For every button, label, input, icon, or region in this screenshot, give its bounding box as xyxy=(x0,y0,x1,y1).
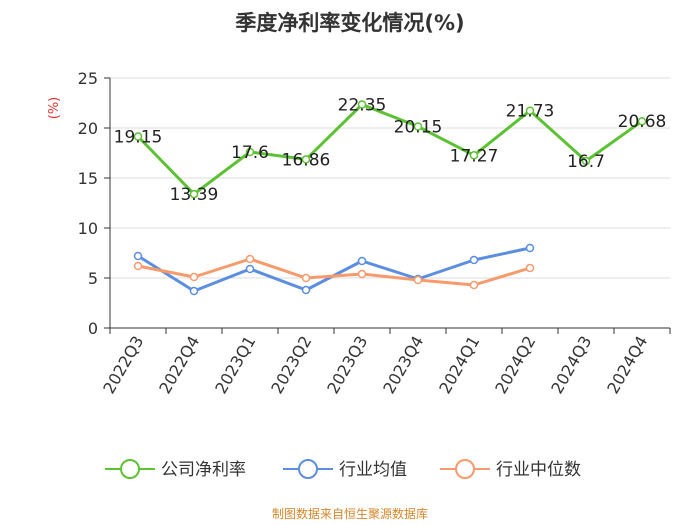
x-tick-label: 2022Q3 xyxy=(99,333,147,397)
legend-swatch-marker xyxy=(298,459,318,479)
data-point xyxy=(413,122,423,131)
legend-label: 公司净利率 xyxy=(161,460,246,480)
data-point xyxy=(301,155,311,164)
x-tick-label: 2023Q1 xyxy=(211,333,259,397)
data-point xyxy=(469,151,479,160)
x-tick-label: 2024Q4 xyxy=(603,333,651,397)
data-point xyxy=(581,156,591,166)
data-label: 16.86 xyxy=(282,150,331,170)
x-tick-label: 2023Q3 xyxy=(323,333,371,397)
data-point xyxy=(133,132,143,141)
axis-layer: 0 5 10 15 20 25 2022Q3 2022Q4 2023Q1 2023Q2 2023Q3… xyxy=(78,69,671,397)
data-point xyxy=(469,280,479,290)
data-label: 17.27 xyxy=(450,146,499,166)
data-point xyxy=(469,255,479,265)
legend-label: 行业均值 xyxy=(339,460,407,480)
y-tick-label: 5 xyxy=(88,269,98,288)
y-tick-label: 0 xyxy=(88,319,98,338)
data-point xyxy=(357,100,367,109)
x-tick-label: 2023Q4 xyxy=(379,333,427,397)
data-label: 19.15 xyxy=(114,128,163,148)
x-tick-label: 2024Q1 xyxy=(435,333,483,397)
data-point xyxy=(245,264,255,274)
data-label: 20.68 xyxy=(618,112,667,132)
y-tick-label: 15 xyxy=(78,169,98,188)
data-point xyxy=(245,254,255,264)
data-point xyxy=(357,256,367,266)
data-point xyxy=(525,106,535,115)
legend: 公司净利率 行业均值 行业中位数 xyxy=(105,459,581,480)
series-line-2 xyxy=(137,257,531,287)
legend-swatch-marker xyxy=(120,459,140,479)
x-tick-label: 2023Q2 xyxy=(267,333,315,397)
series-line-0 xyxy=(136,103,643,196)
y-tick-label: 20 xyxy=(78,119,98,138)
data-point xyxy=(525,263,535,273)
y-tick-label: 25 xyxy=(78,69,98,88)
data-point xyxy=(413,275,423,285)
data-label-layer: 19.15 13.39 17.6 16.86 22.35 20.15 17.27 21.73 1… xyxy=(114,96,667,206)
source-note: 制图数据来自恒生聚源数据库 xyxy=(272,506,428,521)
data-label: 16.7 xyxy=(567,152,605,172)
data-point xyxy=(301,285,311,295)
y-tick-label: 10 xyxy=(78,219,98,238)
y-axis-label: (%) xyxy=(47,97,62,120)
data-point xyxy=(637,116,647,126)
x-tick-label: 2022Q4 xyxy=(155,333,203,397)
x-tick-label: 2024Q2 xyxy=(491,333,539,397)
data-label: 13.39 xyxy=(170,185,219,205)
chart-title: 季度净利率变化情况(%) xyxy=(235,11,464,35)
x-tick-label: 2024Q3 xyxy=(547,333,595,397)
data-point xyxy=(133,251,143,261)
data-label: 22.35 xyxy=(338,96,387,116)
data-point xyxy=(189,189,199,199)
grid-layer xyxy=(110,77,670,279)
data-point xyxy=(301,273,311,283)
legend-swatch-marker xyxy=(455,459,475,479)
data-point xyxy=(525,243,535,253)
data-point xyxy=(357,269,367,279)
series-layer xyxy=(133,100,647,296)
data-label: 17.6 xyxy=(231,143,269,163)
data-point xyxy=(245,147,255,157)
data-label: 20.15 xyxy=(394,118,443,138)
data-point xyxy=(189,272,199,282)
legend-label: 行业中位数 xyxy=(496,460,581,480)
data-point xyxy=(189,286,199,296)
data-point xyxy=(133,261,143,271)
data-label: 21.73 xyxy=(506,102,555,122)
